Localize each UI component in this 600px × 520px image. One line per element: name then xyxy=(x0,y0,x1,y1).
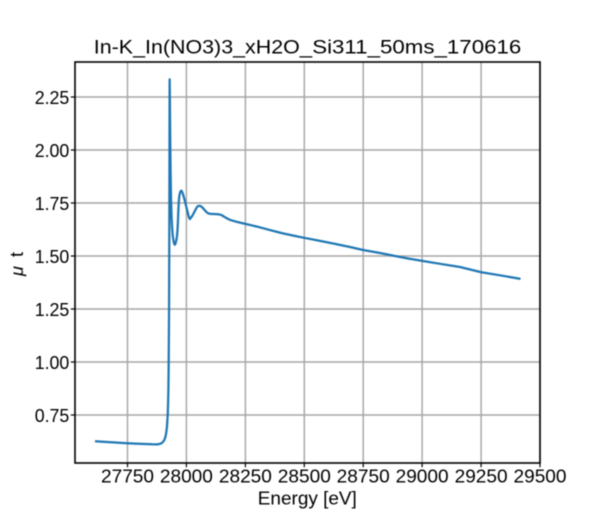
svg-text:28000: 28000 xyxy=(160,466,213,486)
svg-text:Energy [eV]: Energy [eV] xyxy=(258,489,357,509)
svg-text:28500: 28500 xyxy=(278,466,331,486)
svg-text:2.00: 2.00 xyxy=(35,141,70,161)
svg-text:1.25: 1.25 xyxy=(35,300,70,320)
svg-text:29500: 29500 xyxy=(514,466,567,486)
svg-text:2.25: 2.25 xyxy=(35,88,70,108)
svg-text:1.50: 1.50 xyxy=(35,247,70,267)
svg-text:1.00: 1.00 xyxy=(35,353,70,373)
svg-text:28750: 28750 xyxy=(337,466,390,486)
svg-text:29250: 29250 xyxy=(455,466,508,486)
svg-text:In-K_In(NO3)3_xH2O_Si311_50ms_: In-K_In(NO3)3_xH2O_Si311_50ms_170616 xyxy=(94,38,522,59)
svg-text:29000: 29000 xyxy=(396,466,449,486)
svg-text:27750: 27750 xyxy=(101,466,154,486)
svg-text:28250: 28250 xyxy=(219,466,272,486)
svg-text:μ t: μ t xyxy=(7,252,27,277)
svg-text:1.75: 1.75 xyxy=(35,194,70,214)
svg-text:0.75: 0.75 xyxy=(35,406,70,426)
